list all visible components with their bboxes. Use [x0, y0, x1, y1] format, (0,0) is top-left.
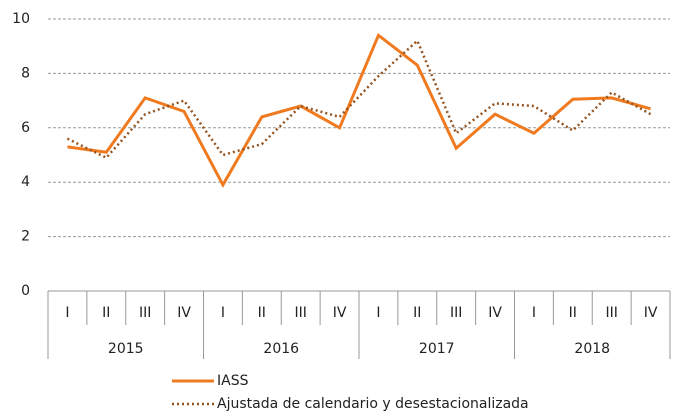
- y-tick-label: 6: [21, 120, 30, 136]
- group-label: 2018: [574, 341, 610, 357]
- x-tick-label: IV: [177, 305, 191, 321]
- y-tick-label: 10: [12, 11, 30, 27]
- x-tick-label: III: [294, 305, 306, 321]
- x-tick-label: IV: [333, 305, 347, 321]
- y-tick-label: 4: [21, 174, 30, 190]
- legend-label: IASS: [217, 373, 249, 389]
- x-tick-label: I: [532, 305, 536, 321]
- y-tick-label: 0: [21, 283, 30, 299]
- x-tick-label: III: [139, 305, 151, 321]
- x-tick-label: I: [376, 305, 380, 321]
- x-tick-label: III: [450, 305, 462, 321]
- x-tick-label: II: [413, 305, 421, 321]
- group-label: 2015: [108, 341, 144, 357]
- x-tick-label: II: [569, 305, 577, 321]
- x-tick-label: II: [102, 305, 110, 321]
- series-line: [67, 32, 651, 189]
- series-line: [66, 38, 652, 160]
- x-tick-label: IV: [488, 305, 502, 321]
- x-tick-label: I: [221, 305, 225, 321]
- x-tick-label: III: [605, 305, 617, 321]
- legend-label: Ajustada de calendario y desestacionaliz…: [217, 396, 529, 412]
- group-label: 2017: [419, 341, 455, 357]
- x-tick-label: I: [65, 305, 69, 321]
- y-tick-label: 8: [21, 65, 30, 81]
- x-tick-label: IV: [644, 305, 658, 321]
- x-tick-label: II: [258, 305, 266, 321]
- group-label: 2016: [263, 341, 299, 357]
- y-tick-label: 2: [21, 229, 30, 245]
